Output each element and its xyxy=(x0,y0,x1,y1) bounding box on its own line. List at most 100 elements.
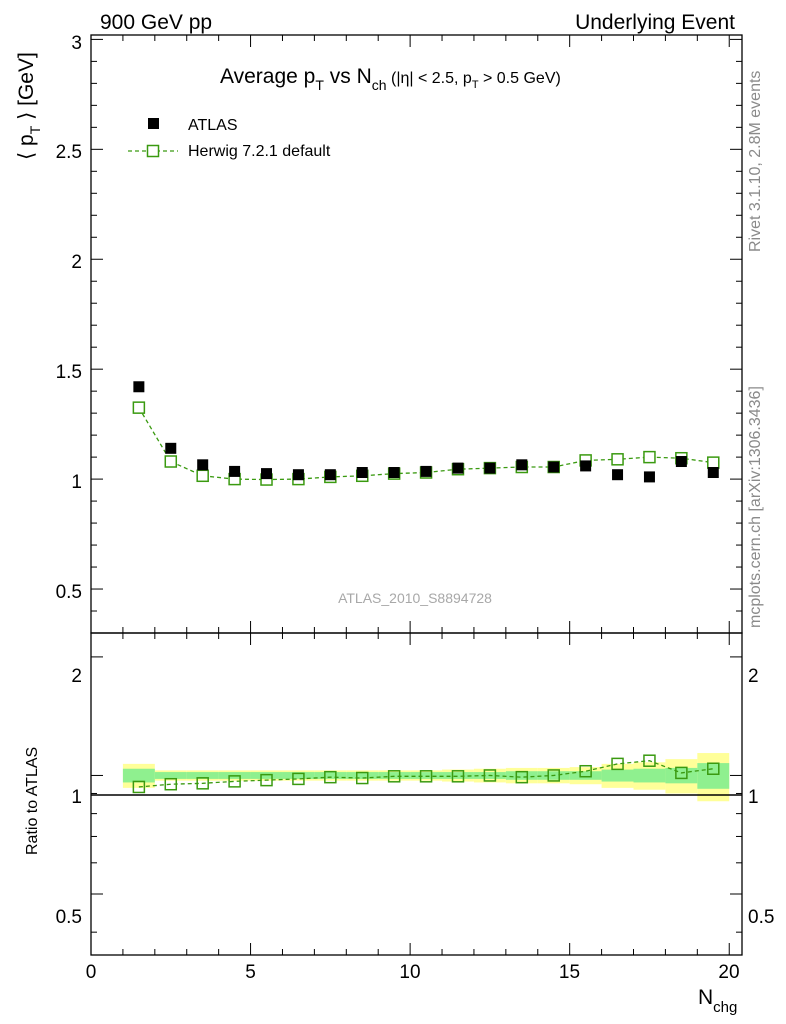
side-label-top: Rivet 3.1.10, 2.8M events xyxy=(747,71,764,252)
herwig-point xyxy=(164,455,178,468)
band-inner-segment xyxy=(346,772,379,779)
xtick-label: 15 xyxy=(559,962,580,983)
xtick-labels: 0 5 10 15 20 xyxy=(86,962,740,983)
atlas-point xyxy=(580,460,592,472)
main-ytick-label: 1.5 xyxy=(56,362,82,383)
atlas-point xyxy=(133,381,145,393)
atlas-point xyxy=(229,465,241,477)
herwig-ratio-point xyxy=(164,777,178,791)
legend: ATLAS Herwig 7.2.1 default xyxy=(128,117,331,160)
band-inner-segment xyxy=(505,771,538,780)
herwig-ratio-point xyxy=(515,770,529,784)
atlas-point xyxy=(643,471,655,483)
atlas-point xyxy=(356,467,368,479)
ratio-ytick-label: 0.5 xyxy=(56,907,82,928)
header-left: 900 GeV pp xyxy=(100,11,212,34)
band-inner-segment xyxy=(633,768,666,783)
atlas-series-main xyxy=(133,381,719,483)
main-ytick-label: 3 xyxy=(71,33,82,54)
herwig-point xyxy=(643,450,656,464)
band-inner-segment xyxy=(697,763,730,789)
herwig-ratio-point xyxy=(196,777,209,790)
herwig-point xyxy=(611,453,624,466)
band-inner-segment xyxy=(122,768,155,783)
atlas-point xyxy=(292,469,304,481)
herwig-ratio-point xyxy=(579,764,592,778)
band-inner-segment xyxy=(378,772,411,779)
herwig-ratio-point xyxy=(132,780,146,794)
herwig-ratio-point xyxy=(419,770,433,783)
atlas-point xyxy=(165,442,177,454)
legend-atlas-marker xyxy=(148,118,159,129)
herwig-ratio-point xyxy=(547,769,560,782)
xlabel: Nchg xyxy=(698,986,737,1016)
analysis-watermark: ATLAS_2010_S8894728 xyxy=(338,590,492,606)
band-inner-segment xyxy=(601,769,634,782)
ratio-ylabel: Ratio to ATLAS xyxy=(24,747,41,855)
atlas-point xyxy=(516,459,528,471)
ratio-ytick-label-right: 0.5 xyxy=(748,907,774,928)
band-inner-segment xyxy=(282,772,315,779)
band-inner-segment xyxy=(314,772,347,779)
atlas-point xyxy=(388,467,400,479)
herwig-ratio-line xyxy=(138,760,714,788)
xtick-label: 5 xyxy=(245,962,256,983)
band-inner-segment xyxy=(154,772,187,779)
legend-atlas-label: ATLAS xyxy=(188,117,238,134)
band-inner-segment xyxy=(442,772,474,779)
herwig-ratio-point xyxy=(356,771,369,785)
atlas-point xyxy=(324,469,336,481)
herwig-point xyxy=(707,456,720,469)
atlas-point xyxy=(484,462,496,474)
herwig-ratio-point xyxy=(260,773,273,787)
herwig-ratio-point xyxy=(483,769,497,782)
atlas-point xyxy=(707,467,719,479)
main-ytick-label: 1 xyxy=(71,472,82,493)
herwig-ratio-point xyxy=(643,754,656,767)
herwig-series-ratio xyxy=(132,754,720,794)
band-inner-segment xyxy=(410,772,443,779)
ratio-ytick-labels: 0.5 1 2 0.5 1 2 xyxy=(56,666,775,928)
herwig-ratio-point xyxy=(707,762,720,775)
band-inner-segment xyxy=(250,772,283,779)
herwig-ratio-point xyxy=(387,770,401,783)
xtick-label: 0 xyxy=(86,962,97,983)
herwig-ratio-point xyxy=(292,772,305,786)
ratio-ytick-label: 1 xyxy=(71,787,82,808)
main-ytick-label: 0.5 xyxy=(56,582,82,603)
herwig-ratio-point xyxy=(451,770,465,783)
main-ytick-label: 2.5 xyxy=(56,142,82,163)
band-inner-segment xyxy=(569,771,602,780)
atlas-point xyxy=(548,461,560,473)
atlas-point xyxy=(675,456,687,468)
legend-herwig-marker xyxy=(146,144,160,158)
header-right: Underlying Event xyxy=(575,11,735,34)
atlas-point xyxy=(197,459,209,471)
herwig-ratio-point xyxy=(324,770,337,784)
atlas-point xyxy=(261,468,273,480)
main-ytick-label: 2 xyxy=(71,252,82,273)
ratio-ytick-label-right: 1 xyxy=(748,787,759,808)
herwig-ratio-point xyxy=(611,757,624,771)
ratio-panel-frame xyxy=(90,632,743,956)
ratio-ytick-label: 2 xyxy=(71,666,82,687)
main-title: Average pT vs Nch (|η| < 2.5, pT > 0.5 G… xyxy=(220,65,561,93)
ratio-ytick-label-right: 2 xyxy=(748,666,759,687)
band-inner-segment xyxy=(665,767,698,784)
axis-ticks xyxy=(90,35,742,955)
legend-herwig-label: Herwig 7.2.1 default xyxy=(188,143,331,160)
atlas-point xyxy=(452,462,464,474)
atlas-point xyxy=(612,469,624,481)
herwig-ratio-point xyxy=(675,766,688,780)
main-ylabel: ⟨ pT ⟩ [GeV] xyxy=(15,52,43,160)
atlas-point xyxy=(420,465,432,477)
xtick-label: 10 xyxy=(399,962,420,983)
herwig-point xyxy=(132,401,146,414)
herwig-ratio-point xyxy=(228,775,241,788)
herwig-point xyxy=(196,469,209,483)
band-inner-segment xyxy=(186,772,219,779)
side-label-bottom: mcplots.cern.ch [arXiv:1306.3436] xyxy=(747,386,764,628)
xtick-label: 20 xyxy=(718,962,739,983)
main-ytick-labels: 0.5 1 1.5 2 2.5 3 xyxy=(56,33,82,603)
